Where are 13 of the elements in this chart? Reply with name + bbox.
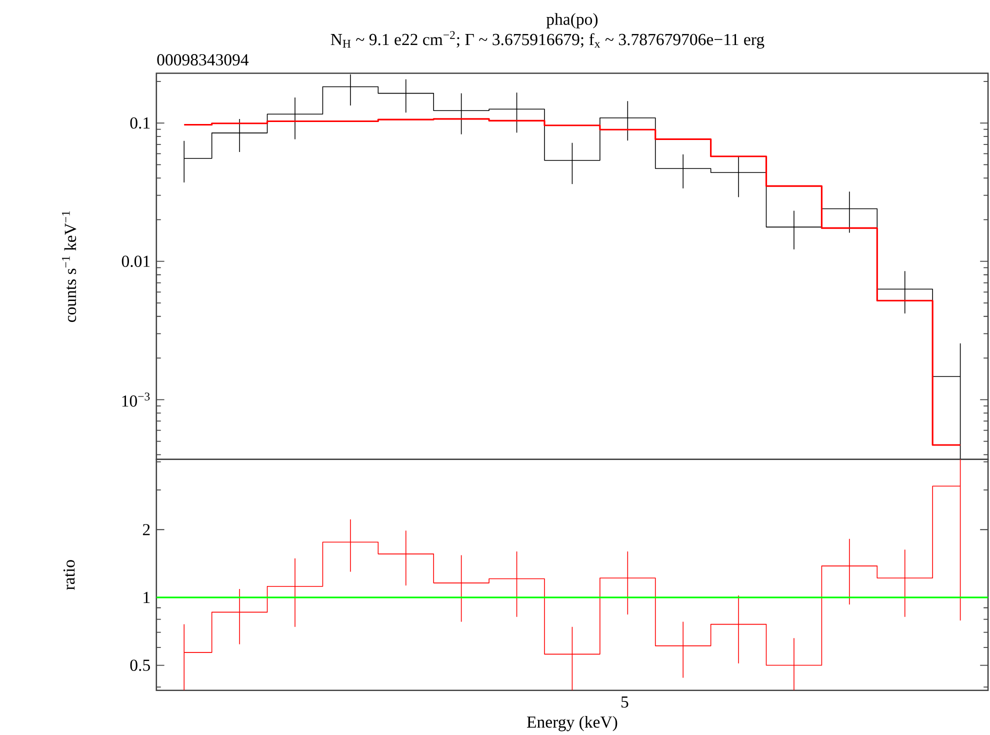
y-tick-label: 10$^{−3}$ (122, 392, 150, 407)
y-tick-label: 1 (144, 592, 150, 604)
y-tick-label: 0.1 (130, 118, 150, 129)
y-tick-label: 2 (142, 524, 150, 536)
y-axis-title: counts s$^{−1}$ keV$^{−1}$ (62, 211, 76, 322)
y-tick-label: 0.01 (122, 256, 150, 268)
chart-title: pha(po) (546, 13, 598, 28)
y-axis-title: ratio (63, 560, 75, 590)
text: 5 (621, 696, 628, 708)
y-tick-label: 0.5 (130, 660, 150, 672)
x-axis-title: Energy (keV) (526, 716, 618, 732)
text: 00098343094 (157, 54, 249, 66)
chart-subtitle: N$_{H}$ ~ 9.1 e22 cm$^{−2}$; Γ ~ 3.675916679; f$_{x}$ ~ 3.787679706e−11 erg (330, 31, 764, 49)
